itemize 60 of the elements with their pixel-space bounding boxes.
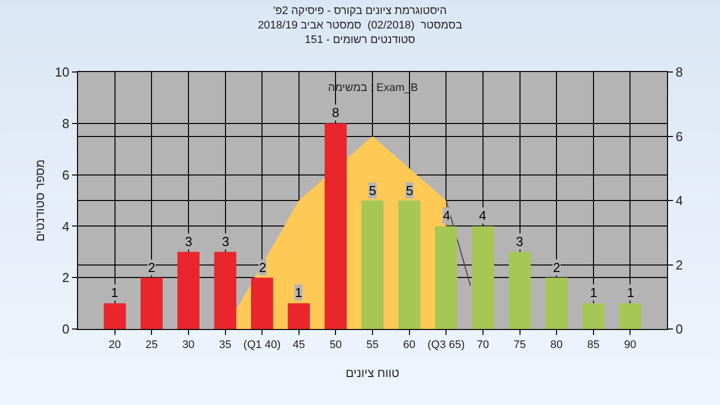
data-label: 1 — [111, 285, 118, 300]
data-label: 3 — [222, 234, 230, 249]
data-label: 4 — [479, 208, 486, 223]
x-tick-label: 50 — [330, 339, 342, 352]
bar — [251, 278, 274, 329]
data-label: 5 — [406, 183, 414, 198]
x-tick-label: 90 — [624, 339, 636, 352]
x-tick-label: 75 — [514, 339, 526, 352]
bar — [177, 252, 200, 329]
x-tick-label: 80 — [550, 339, 563, 352]
bar — [398, 200, 420, 329]
bar — [619, 303, 642, 329]
bar — [472, 226, 494, 329]
chart-title: 'היסטוגרמת ציונים בקורס - פיסיקה 2פ — [273, 5, 447, 18]
data-label: 1 — [627, 285, 634, 300]
bar — [361, 200, 384, 329]
y-tick-label: 2 — [62, 270, 70, 286]
x-axis-title: טווח ציונים — [346, 366, 400, 380]
data-label: 2 — [148, 260, 156, 275]
bar — [288, 303, 310, 329]
y2-tick-label: 0 — [676, 322, 683, 337]
data-label: 5 — [369, 183, 376, 198]
data-label: 3 — [185, 234, 192, 249]
x-tick-label: 55 — [366, 339, 379, 352]
data-label: 2 — [259, 260, 266, 275]
y-axis-title: מספר סטודנטים — [33, 159, 47, 242]
bar — [140, 278, 163, 329]
data-label: 2 — [553, 260, 560, 275]
bar — [546, 278, 568, 329]
x-tick-label: 70 — [476, 339, 490, 352]
bar — [214, 252, 236, 329]
x-tick-label: (Q1 40) — [243, 339, 281, 352]
y2-tick-label: 2 — [676, 257, 683, 272]
y-tick-label: 8 — [62, 116, 70, 131]
data-label: 1 — [590, 285, 598, 300]
y-tick-label: 0 — [62, 322, 70, 337]
x-tick-label: (Q3 65) — [427, 339, 465, 352]
x-tick-label: 85 — [587, 339, 600, 352]
bar — [435, 226, 458, 329]
y-tick-label: 6 — [62, 167, 70, 182]
data-label: 1 — [295, 285, 302, 300]
x-tick-label: 60 — [403, 339, 416, 352]
bar — [324, 123, 347, 329]
y2-tick-label: 6 — [676, 128, 683, 144]
data-label: 3 — [516, 234, 524, 249]
bar — [582, 303, 604, 329]
bar — [508, 252, 531, 329]
x-tick-label: 25 — [146, 339, 158, 352]
y2-tick-label: 8 — [676, 64, 683, 80]
chart-subtitle: בסמסטר (02/2018) סמסטר אביב 2018/19 סטודנטים רשומים - 151 — [258, 19, 463, 46]
x-tick-label: 35 — [219, 339, 232, 352]
x-tick-label: 45 — [292, 339, 306, 352]
x-tick-label: 30 — [182, 339, 195, 352]
y-tick-label: 10 — [54, 64, 70, 80]
x-tick-label: 20 — [108, 339, 121, 352]
y-tick-label: 4 — [62, 218, 70, 234]
y2-tick-label: 4 — [676, 193, 683, 208]
data-label: 8 — [332, 105, 340, 120]
data-label: 4 — [443, 208, 450, 223]
bar — [104, 303, 126, 329]
